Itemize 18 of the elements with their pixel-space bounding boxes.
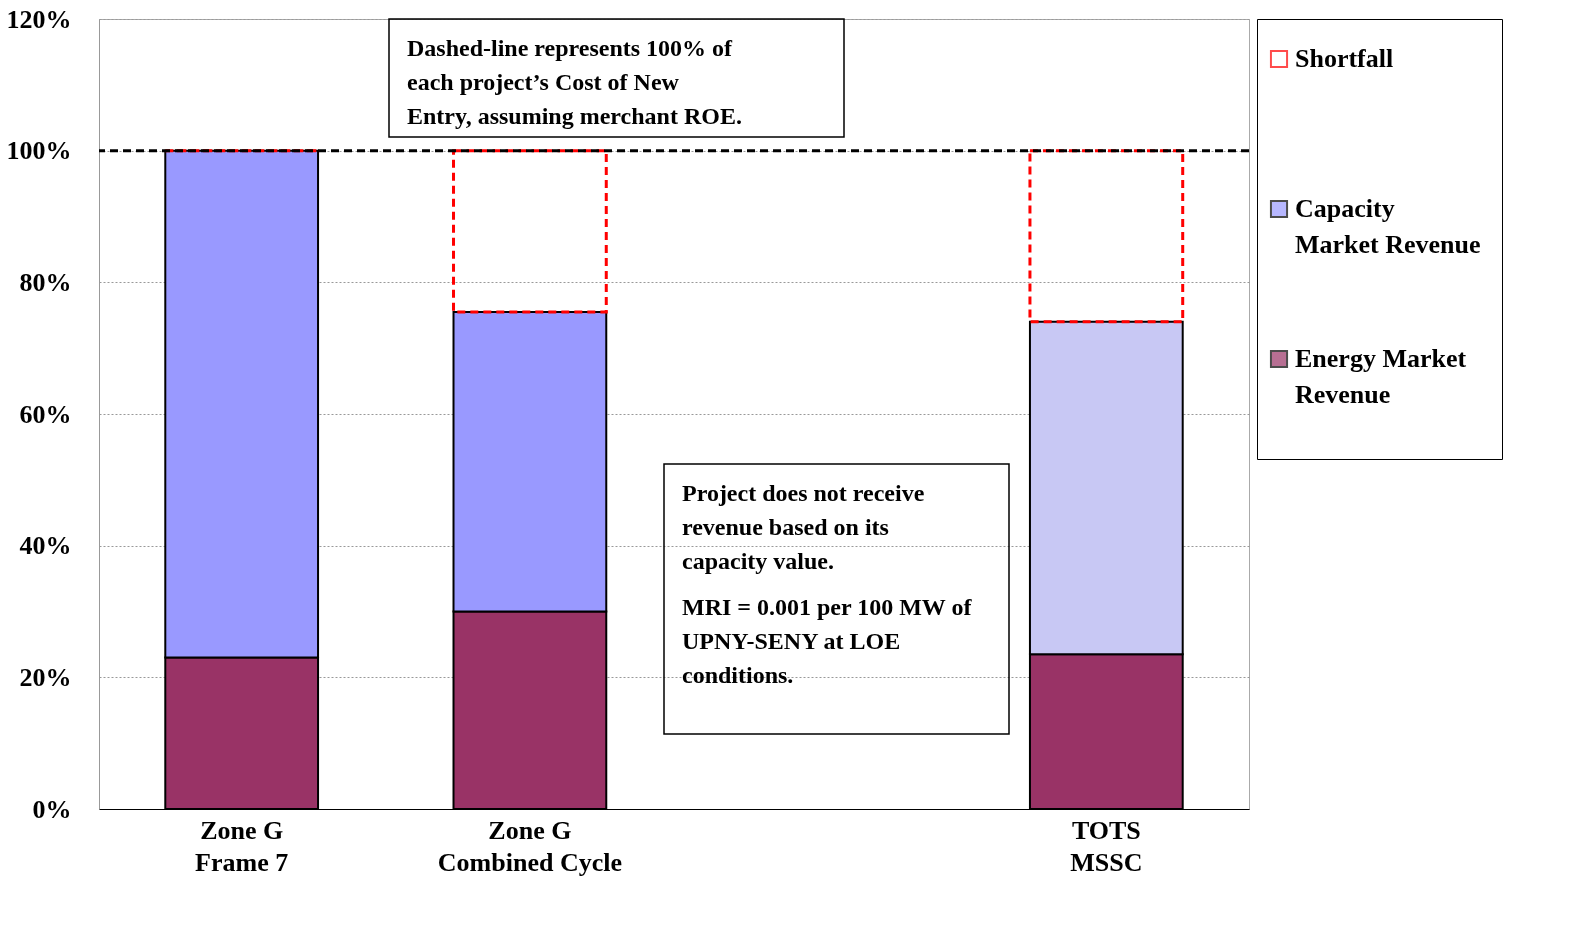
y-tick-label: 120% — [6, 4, 72, 34]
y-tick-label: 20% — [19, 662, 72, 692]
annotation: Dashed-line represents 100% of each project’s Cost of New Entry, assuming merchant ROE. — [407, 35, 742, 129]
y-tick-label: 60% — [19, 399, 72, 429]
legend-label: Shortfall — [1295, 44, 1394, 73]
bar — [1028, 149, 1185, 324]
annotation: MRI = 0.001 per 100 MW of UPNY-SENY at LOE conditions. — [682, 594, 973, 688]
y-tick-label: 100% — [6, 136, 72, 166]
bar — [452, 149, 608, 314]
y-tick-label: 40% — [19, 531, 72, 561]
x-tick-label: Zone G Frame 7 — [195, 815, 289, 877]
x-tick-label: TOTS MSSC — [1070, 815, 1143, 877]
y-tick-label: 80% — [19, 267, 72, 297]
x-tick-label: Zone G Combined Cycle — [437, 815, 622, 877]
y-tick-label: 0% — [32, 794, 72, 824]
legend-label: Energy Market Revenue — [1295, 344, 1467, 409]
annotation: Project does not receive revenue based on its capacity value. — [682, 480, 925, 574]
legend-label: Capacity Market Revenue — [1295, 194, 1481, 259]
